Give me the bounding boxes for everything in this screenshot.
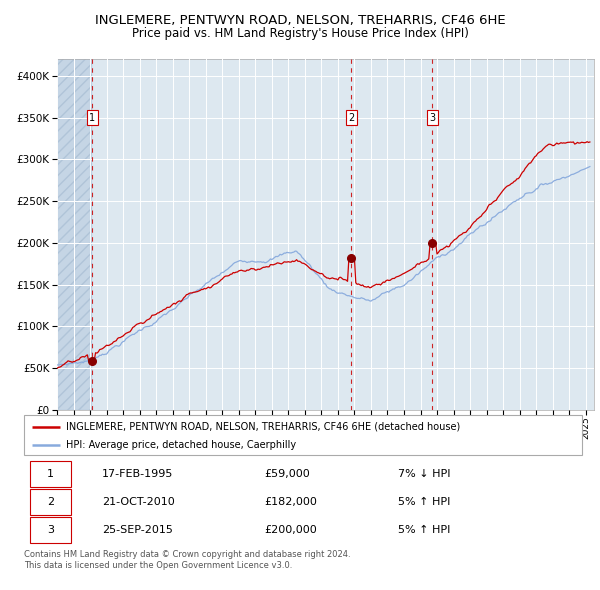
Bar (57, 59, 92, 410)
Text: HPI: Average price, detached house, Caerphilly: HPI: Average price, detached house, Caer… (66, 441, 296, 450)
Text: INGLEMERE, PENTWYN ROAD, NELSON, TREHARRIS, CF46 6HE (detached house): INGLEMERE, PENTWYN ROAD, NELSON, TREHARR… (66, 422, 460, 432)
Text: 21-OCT-2010: 21-OCT-2010 (102, 497, 175, 507)
Text: 1: 1 (47, 469, 54, 479)
Text: 3: 3 (47, 525, 54, 535)
Text: 17-FEB-1995: 17-FEB-1995 (102, 469, 173, 479)
Text: £182,000: £182,000 (264, 497, 317, 507)
Text: 1: 1 (89, 113, 95, 123)
Text: £200,000: £200,000 (264, 525, 317, 535)
Text: £59,000: £59,000 (264, 469, 310, 479)
FancyBboxPatch shape (24, 415, 582, 455)
Text: 2: 2 (348, 113, 354, 123)
Text: 5% ↑ HPI: 5% ↑ HPI (398, 497, 450, 507)
Text: 7% ↓ HPI: 7% ↓ HPI (398, 469, 451, 479)
Text: 3: 3 (430, 113, 436, 123)
FancyBboxPatch shape (29, 461, 71, 487)
FancyBboxPatch shape (29, 489, 71, 515)
Text: This data is licensed under the Open Government Licence v3.0.: This data is licensed under the Open Gov… (24, 560, 292, 569)
Text: 25-SEP-2015: 25-SEP-2015 (102, 525, 173, 535)
Text: Price paid vs. HM Land Registry's House Price Index (HPI): Price paid vs. HM Land Registry's House … (131, 27, 469, 40)
Text: 5% ↑ HPI: 5% ↑ HPI (398, 525, 450, 535)
FancyBboxPatch shape (29, 517, 71, 543)
Text: Contains HM Land Registry data © Crown copyright and database right 2024.: Contains HM Land Registry data © Crown c… (24, 550, 350, 559)
Text: 2: 2 (47, 497, 54, 507)
Text: INGLEMERE, PENTWYN ROAD, NELSON, TREHARRIS, CF46 6HE: INGLEMERE, PENTWYN ROAD, NELSON, TREHARR… (95, 14, 505, 27)
